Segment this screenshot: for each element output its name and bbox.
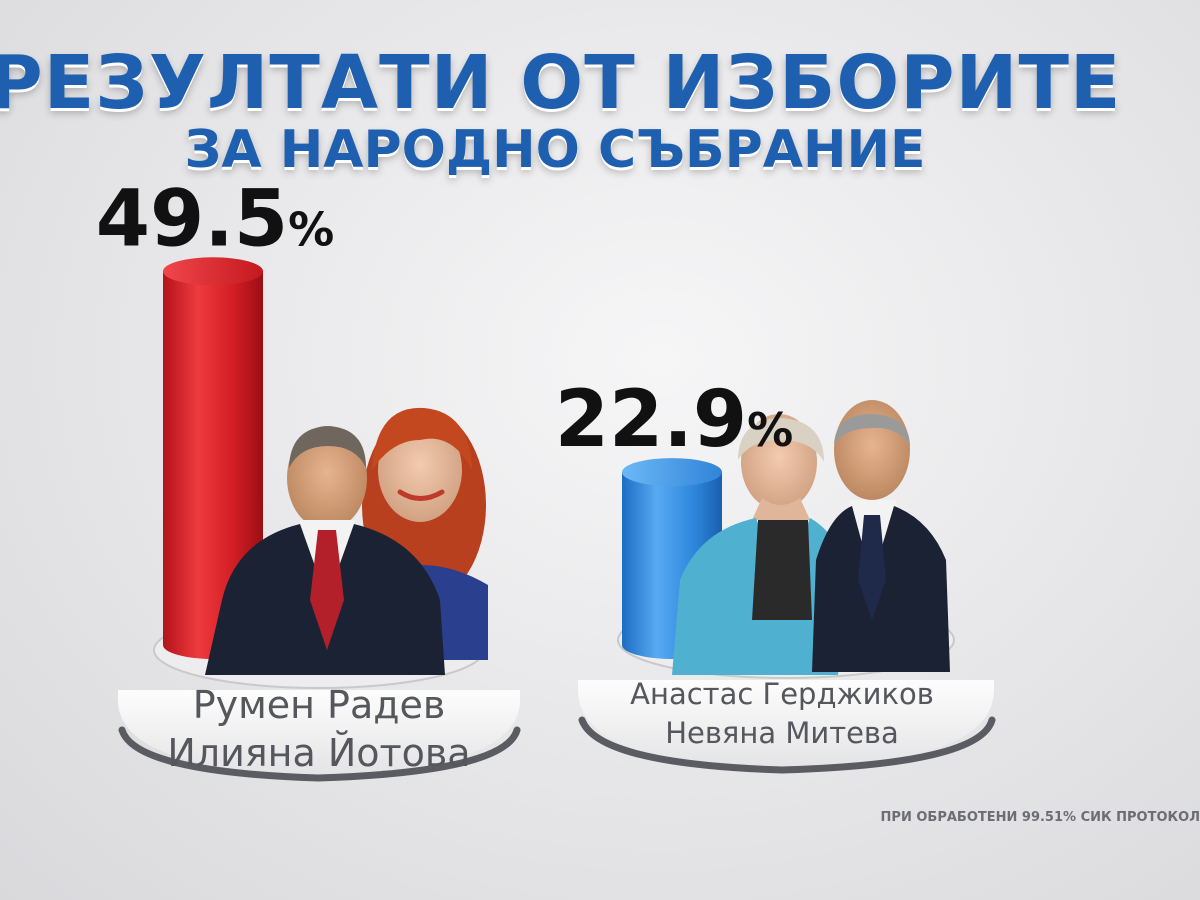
- bar-1-cap: [163, 257, 263, 286]
- pedestal-right-rim: [578, 716, 996, 774]
- category-label-2-line-1: Анастас Герджиков: [630, 677, 934, 711]
- candidate-photo-left: [205, 407, 488, 675]
- bars-group: [163, 257, 722, 659]
- category-label-2-line-2: Невяна Митева: [665, 716, 899, 750]
- pedestal-right: [578, 680, 994, 768]
- candidate-photo-right: [672, 400, 950, 675]
- chart-title: РЕЗУЛТАТИ ОТ ИЗБОРИТЕ: [0, 40, 1122, 126]
- value-label-2: 22.9%: [555, 375, 794, 465]
- bar-1: [163, 271, 263, 659]
- pedestal-left: [118, 690, 520, 775]
- category-label-1-line-1: Румен Радев: [193, 683, 446, 727]
- pedestal-left-rim: [118, 726, 521, 782]
- category-label-1-line-2: Илияна Йотова: [167, 731, 470, 775]
- footnote: ПРИ ОБРАБОТЕНИ 99.51% СИК ПРОТОКОЛ: [880, 810, 1200, 825]
- value-label-1: 49.5%: [96, 174, 335, 264]
- chart-subtitle: ЗА НАРОДНО СЪБРАНИЕ: [184, 120, 926, 180]
- bar-2-cap: [622, 458, 722, 487]
